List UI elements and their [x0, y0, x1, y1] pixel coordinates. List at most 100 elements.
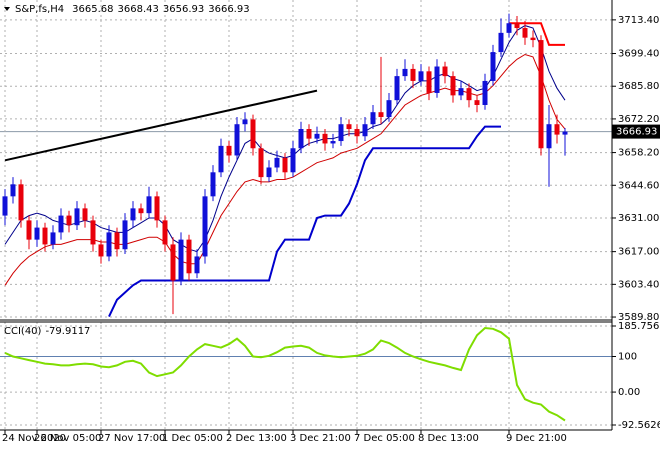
candle-body	[386, 100, 392, 118]
candle-body	[338, 124, 344, 142]
x-tick-label: 2 Dec 13:00	[226, 433, 287, 444]
menu-icon	[4, 7, 10, 11]
candle-body	[498, 32, 504, 53]
candle-body	[162, 220, 168, 245]
y-tick-label: 3644.60	[618, 180, 659, 191]
candle-body	[34, 227, 40, 240]
x-tick-label: 8 Dec 13:00	[418, 433, 479, 444]
candle-body	[330, 141, 336, 144]
candle-body	[434, 66, 440, 93]
y-tick-label: 3713.40	[618, 15, 659, 26]
candle-body	[218, 145, 224, 173]
candle-body	[538, 40, 544, 149]
candle-body	[418, 71, 424, 81]
y-tick-label: 3631.00	[618, 213, 659, 224]
candle-body	[546, 124, 552, 149]
candle-body	[106, 232, 112, 257]
candle-body	[378, 112, 384, 118]
candle-body	[170, 244, 176, 281]
indicator-line	[509, 22, 565, 46]
trendline	[4, 89, 318, 162]
candle-body	[42, 227, 48, 245]
candle-body	[146, 196, 152, 214]
candle-body	[202, 196, 208, 257]
header: S&P,fs,H4 3665.68 3668.43 3656.93 3666.93	[15, 4, 250, 15]
y-tick-label: 3699.40	[618, 49, 659, 60]
candle-body	[522, 28, 528, 38]
candle-body	[362, 124, 368, 137]
y-tick-label: 3658.20	[618, 148, 659, 159]
x-tick-label: 7 Dec 05:00	[354, 433, 415, 444]
candle-body	[210, 172, 216, 197]
candle-body	[410, 68, 416, 81]
candle-body	[186, 239, 192, 274]
candle-body	[474, 100, 480, 105]
candle-body	[530, 37, 536, 41]
candle-body	[26, 220, 32, 240]
candle-body	[258, 148, 264, 178]
candle-body	[562, 131, 568, 135]
candle-body	[10, 184, 16, 197]
candle-body	[458, 88, 464, 96]
x-tick-label: 24 Nov 2020	[2, 433, 66, 444]
candle-body	[370, 112, 376, 125]
cci-line	[4, 326, 566, 422]
y-tick-label: 185.7566	[618, 321, 660, 332]
y-tick-label: 100	[618, 352, 637, 363]
candle-body	[90, 220, 96, 245]
x-tick-label: 1 Dec 05:00	[162, 433, 223, 444]
candle-body	[514, 23, 520, 29]
symbol: S&P,fs,H4	[15, 4, 64, 15]
candle-body	[234, 124, 240, 156]
indicator-line	[108, 125, 501, 318]
candle-body	[58, 215, 64, 233]
candle-body	[114, 232, 120, 250]
candle-body	[2, 196, 8, 216]
candle-body	[298, 129, 304, 149]
candle-body	[226, 145, 232, 156]
candle-body	[442, 66, 448, 77]
candle-body	[266, 167, 272, 178]
close-value: 3666.93	[208, 4, 249, 15]
price-label: 3666.93	[616, 127, 657, 138]
candle-body	[426, 71, 432, 93]
candle-body	[354, 129, 360, 137]
low-value: 3656.93	[163, 4, 204, 15]
indicator-value: -79.9117	[45, 326, 90, 337]
candle-body	[506, 23, 512, 33]
candle-body	[178, 239, 184, 281]
candle-body	[138, 208, 144, 214]
indicator-name: CCI(40)	[4, 326, 42, 337]
candle-body	[98, 244, 104, 257]
candle-body	[554, 124, 560, 135]
candle-body	[66, 215, 72, 226]
candle-body	[122, 220, 128, 250]
high-value: 3668.43	[118, 4, 159, 15]
y-tick-label: -92.5626	[618, 420, 660, 431]
y-tick-label: 3685.80	[618, 81, 659, 92]
candle-body	[18, 184, 24, 221]
x-tick-label: 26 Nov 05:00	[34, 433, 101, 444]
candle-body	[290, 148, 296, 173]
candle-body	[50, 232, 56, 245]
candle-body	[242, 119, 248, 125]
candle-body	[402, 68, 408, 77]
candle-body	[194, 256, 200, 274]
x-tick-label: 3 Dec 21:00	[290, 433, 351, 444]
open-value: 3665.68	[72, 4, 113, 15]
x-tick-label: 27 Nov 17:00	[98, 433, 165, 444]
candle-body	[82, 208, 88, 221]
candle-body	[282, 157, 288, 173]
candle-body	[274, 157, 280, 168]
y-tick-label: 0.00	[618, 387, 640, 398]
candle-body	[482, 80, 488, 105]
candle-body	[250, 119, 256, 149]
candle-body	[394, 76, 400, 101]
candle-body	[74, 208, 80, 226]
candle-body	[490, 52, 496, 81]
price-box	[612, 124, 660, 139]
candle-body	[154, 196, 160, 221]
candle-body	[306, 129, 312, 139]
